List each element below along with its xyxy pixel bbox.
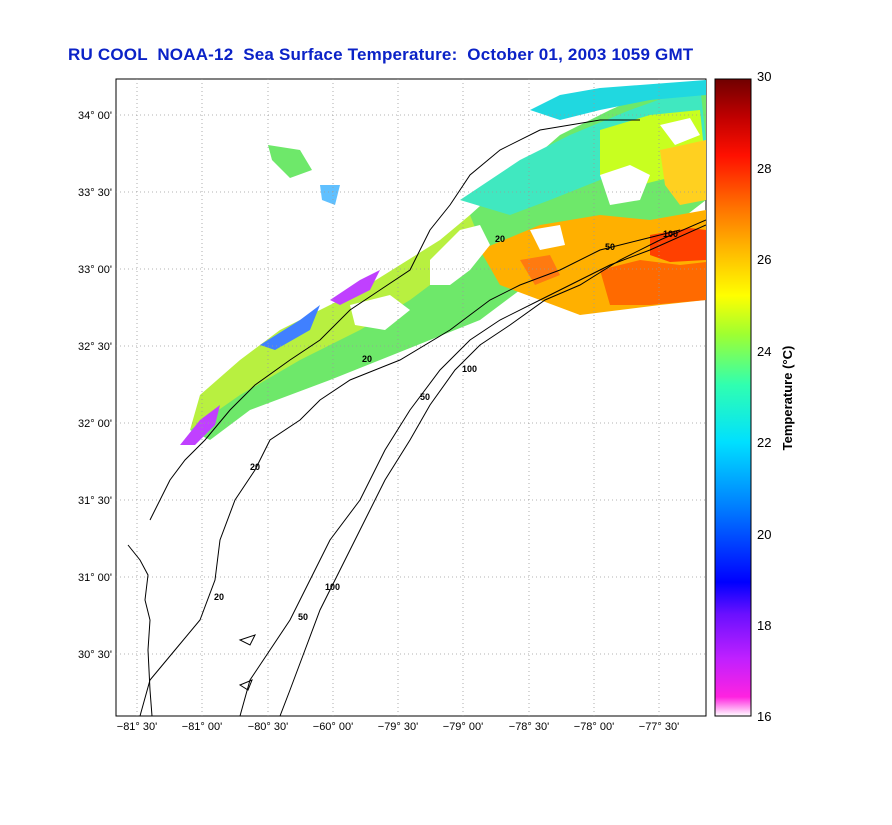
lon-tick: −77° 30' [639,721,679,733]
contour-50 [239,224,706,716]
bathymetry-contours [127,119,706,716]
contour-label-50-a: 50 [420,392,430,402]
colorbar-tick: 28 [757,161,771,176]
colorbar-tick: 26 [757,252,771,267]
lat-tick: 33° 00' [78,264,112,276]
lon-tick: −81° 00' [182,721,222,733]
sst-imagery [180,80,706,445]
colorbar-label: Temperature (°C) [780,346,795,451]
contour-label-20-d: 20 [495,234,505,244]
contour-labels: 20 20 20 20 50 50 50 100 100 100 [214,229,678,622]
contour-label-20-c: 20 [362,354,372,364]
lat-tick: 32° 30' [78,341,112,353]
contour-island [238,634,256,646]
lat-tick: 33° 30' [78,187,112,199]
lon-tick: −79° 00' [443,721,483,733]
colorbar-tick: 20 [757,527,771,542]
contour-island-2 [238,679,253,691]
contour-label-100-a: 100 [462,364,477,374]
latitude-axis: 34° 00' 33° 30' 33° 00' 32° 30' 32° 00' … [78,110,112,661]
colorbar-ticks: 30 28 26 24 22 20 18 16 [757,69,771,724]
contour-label-100-b: 100 [325,582,340,592]
colorbar-tick: 24 [757,344,771,359]
map-title: RU COOL NOAA-12 Sea Surface Temperature:… [68,45,694,64]
lon-tick: −60° 00' [313,721,353,733]
longitude-axis: −81° 30' −81° 00' −80° 30' −60° 00' −79°… [117,721,679,733]
lon-tick: −78° 00' [574,721,614,733]
lon-tick: −81° 30' [117,721,157,733]
contour-100 [279,219,706,716]
lat-tick: 31° 00' [78,572,112,584]
contour-20 [139,229,681,716]
colorbar-tick: 30 [757,69,771,84]
contour-label-100-c: 100 [663,229,678,239]
colorbar-tick: 22 [757,435,771,450]
contour-label-50-b: 50 [298,612,308,622]
colorbar-tick: 16 [757,709,771,724]
coastline-upper [149,119,640,521]
lat-tick: 34° 00' [78,110,112,122]
coastline [127,544,153,716]
contour-label-50-c: 50 [605,242,615,252]
colorbar-tick: 18 [757,618,771,633]
contour-label-20-b: 20 [214,592,224,602]
lat-tick: 31° 30' [78,495,112,507]
lat-tick: 30° 30' [78,649,112,661]
colorbar [714,78,752,717]
lon-tick: −80° 30' [248,721,288,733]
lon-tick: −78° 30' [509,721,549,733]
lat-tick: 32° 00' [78,418,112,430]
lon-tick: −79° 30' [378,721,418,733]
contour-label-20-a: 20 [250,462,260,472]
